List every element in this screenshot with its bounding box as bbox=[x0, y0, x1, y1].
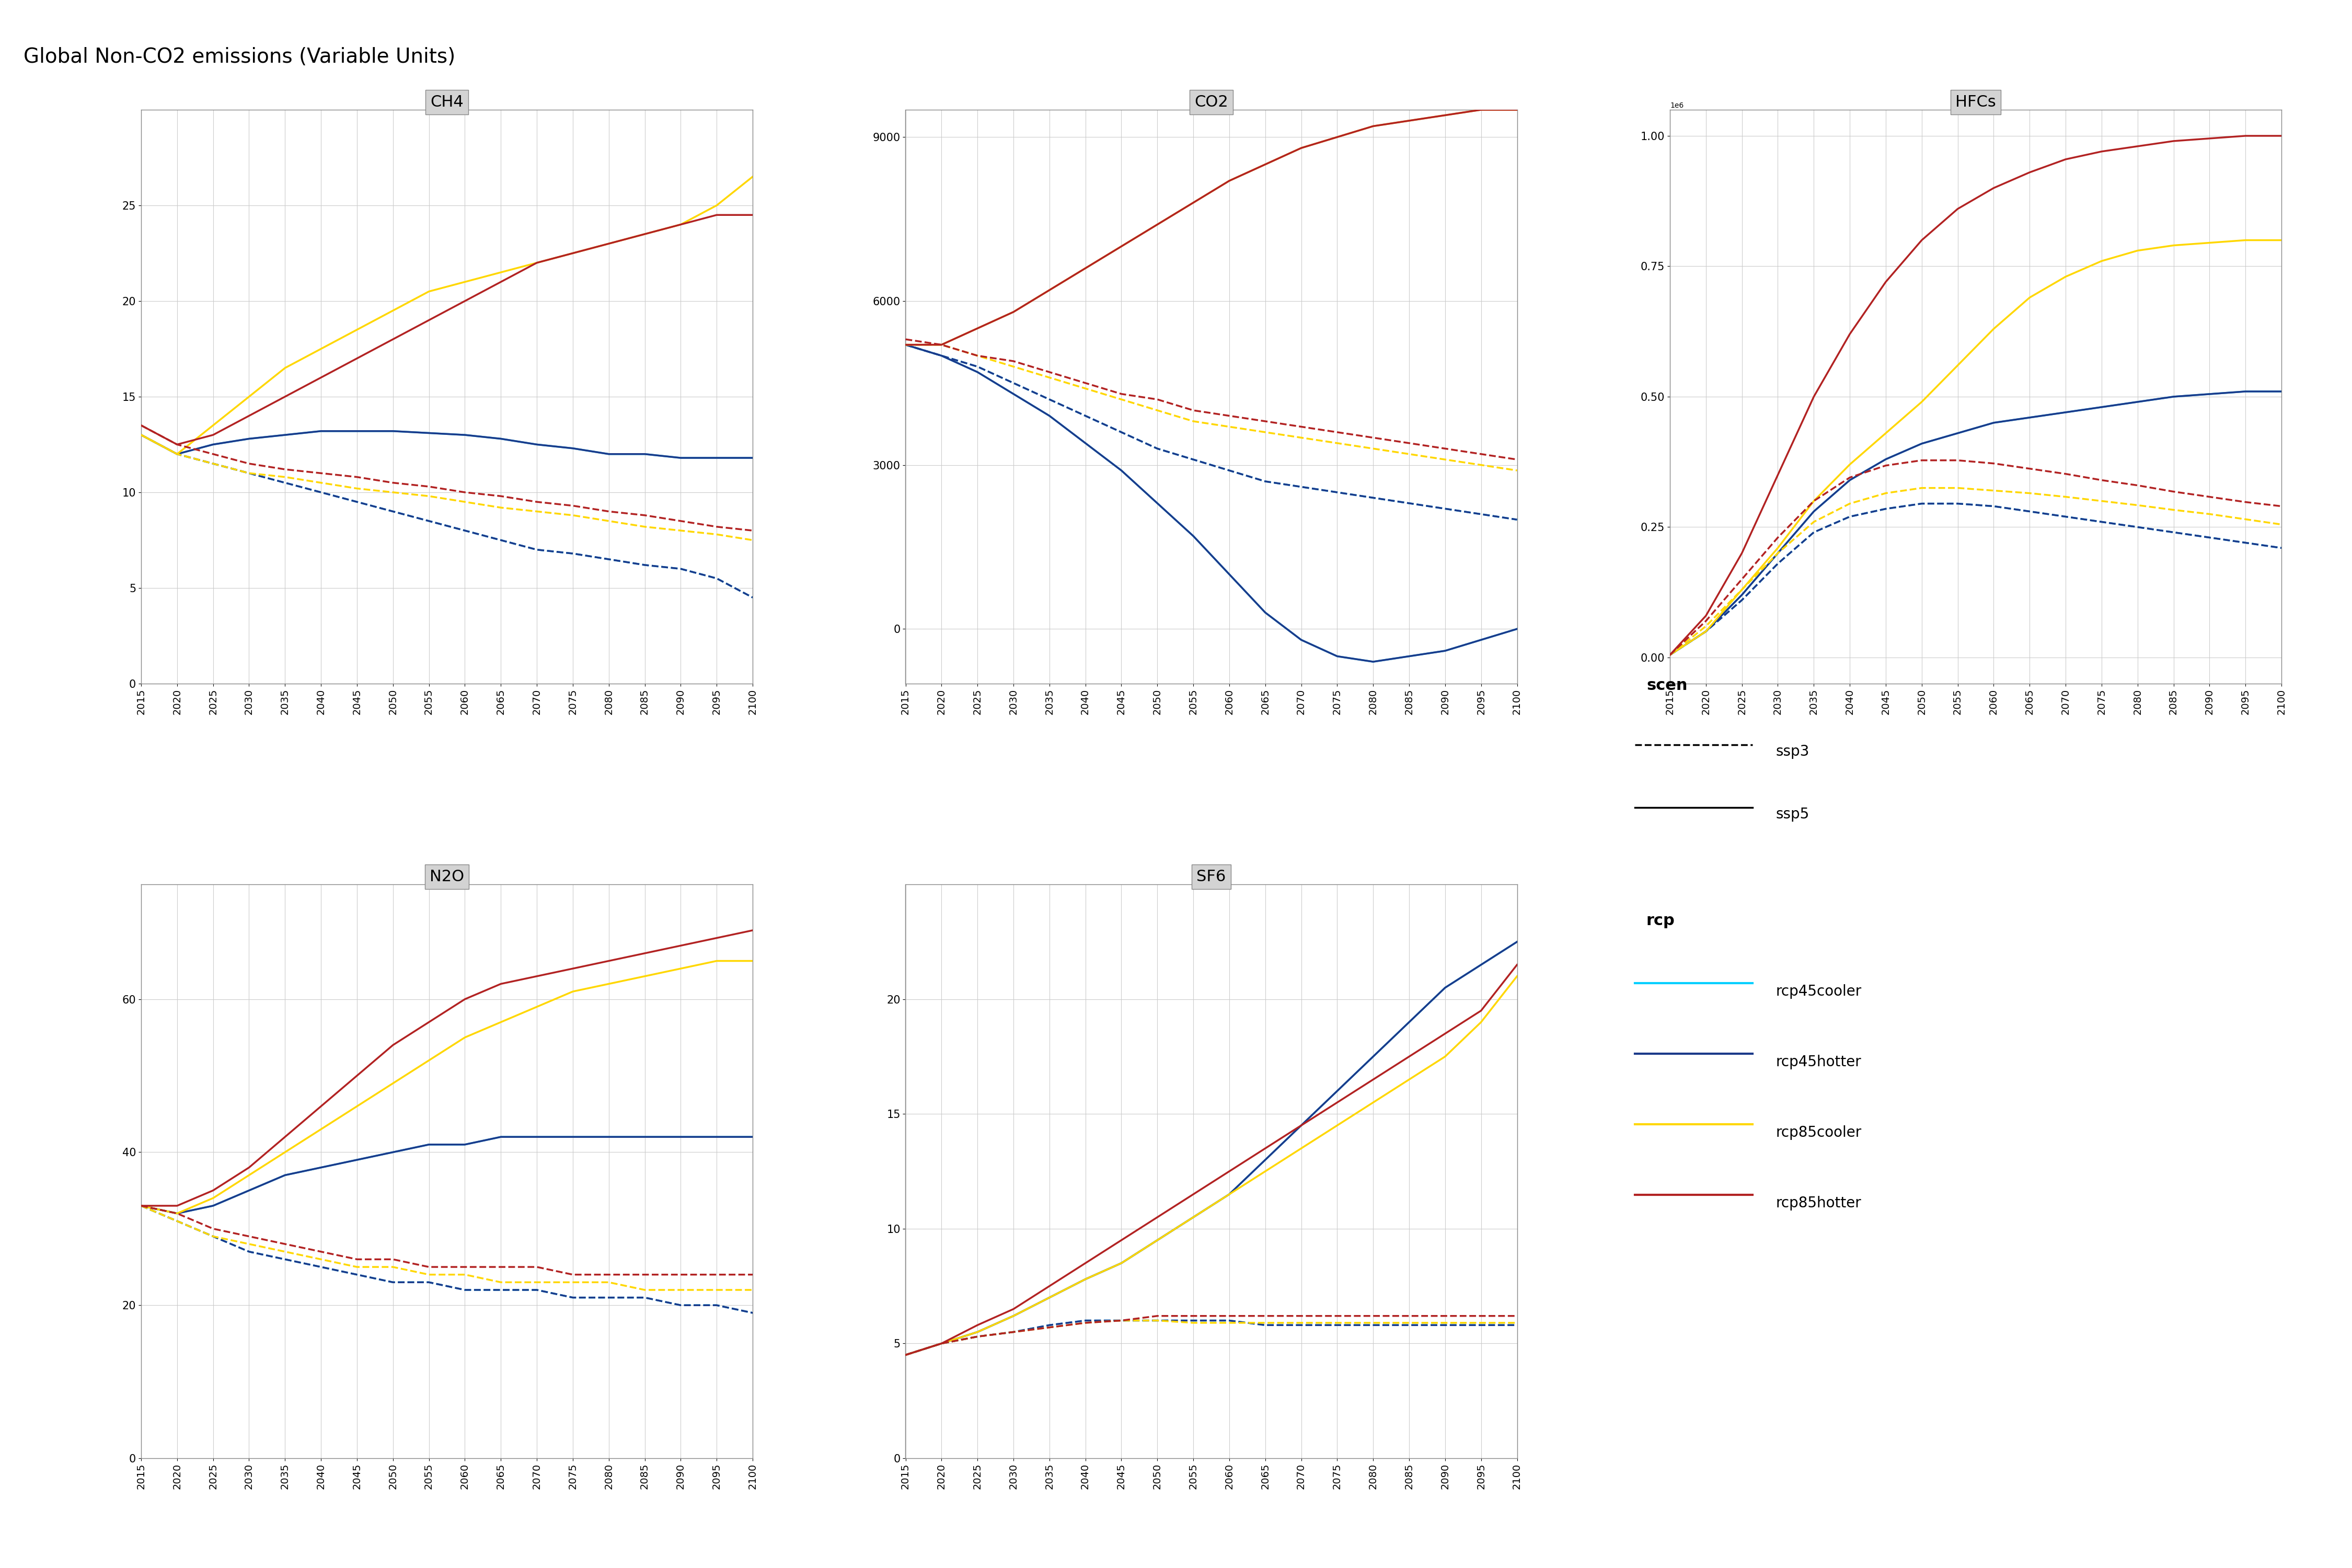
Title: CO2: CO2 bbox=[1195, 94, 1228, 110]
Title: N2O: N2O bbox=[430, 869, 463, 884]
Text: Global Non-CO2 emissions (Variable Units): Global Non-CO2 emissions (Variable Units… bbox=[24, 47, 456, 67]
Text: ssp3: ssp3 bbox=[1776, 745, 1809, 759]
Text: ssp5: ssp5 bbox=[1776, 808, 1809, 822]
Text: rcp: rcp bbox=[1646, 913, 1675, 928]
Text: rcp45hotter: rcp45hotter bbox=[1776, 1055, 1860, 1069]
Text: scen: scen bbox=[1646, 677, 1686, 693]
Text: rcp45cooler: rcp45cooler bbox=[1776, 985, 1863, 999]
Title: HFCs: HFCs bbox=[1955, 94, 1997, 110]
Title: SF6: SF6 bbox=[1197, 869, 1225, 884]
Text: rcp85hotter: rcp85hotter bbox=[1776, 1196, 1860, 1210]
Text: rcp85cooler: rcp85cooler bbox=[1776, 1126, 1863, 1140]
Title: CH4: CH4 bbox=[430, 94, 463, 110]
